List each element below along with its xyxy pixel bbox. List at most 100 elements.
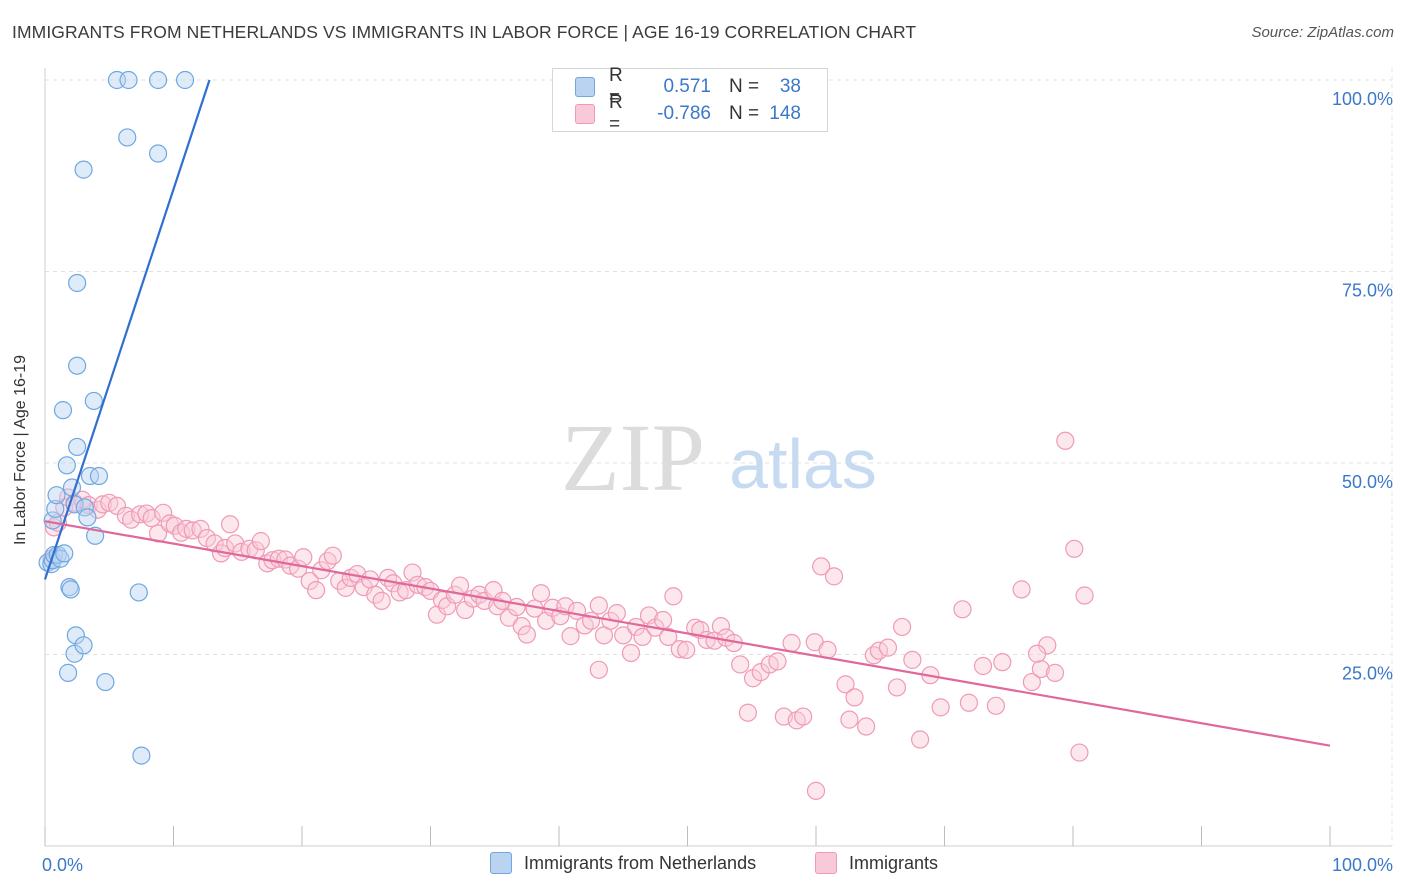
point-immigrants xyxy=(836,675,855,694)
legend-n-value: 148 xyxy=(769,103,801,124)
series-legend-immigrants: Immigrants xyxy=(815,852,938,874)
point-netherlands xyxy=(89,466,109,486)
watermark-atlas: atlas xyxy=(729,425,877,503)
source-credit: Source: ZipAtlas.com xyxy=(1251,24,1394,41)
point-netherlands xyxy=(68,437,87,457)
point-immigrants xyxy=(142,509,161,528)
series-swatch-netherlands xyxy=(490,852,512,874)
point-immigrants xyxy=(910,730,930,749)
point-immigrants xyxy=(507,597,526,617)
point-immigrants xyxy=(372,591,391,610)
point-netherlands xyxy=(84,391,103,411)
point-immigrants xyxy=(1065,539,1084,558)
legend-r-label: R = xyxy=(609,65,623,108)
point-immigrants xyxy=(931,698,950,717)
point-immigrants xyxy=(130,505,150,524)
point-immigrants xyxy=(1031,659,1050,679)
point-immigrants xyxy=(659,627,678,646)
point-immigrants xyxy=(621,643,641,663)
point-immigrants xyxy=(959,693,979,712)
point-immigrants xyxy=(768,652,787,671)
point-immigrants xyxy=(878,638,898,657)
point-netherlands xyxy=(53,401,73,420)
legend-row-netherlands: R = 0.571 N = 38 xyxy=(575,65,801,108)
point-immigrants xyxy=(840,710,859,729)
point-netherlands xyxy=(68,273,87,293)
point-netherlands xyxy=(175,70,195,90)
point-immigrants xyxy=(1012,580,1031,599)
point-immigrants xyxy=(575,616,594,635)
legend-n-label: N = xyxy=(729,76,760,97)
point-netherlands xyxy=(148,70,168,90)
legend-r-label: R = xyxy=(609,92,623,135)
point-immigrants xyxy=(782,633,801,653)
point-immigrants xyxy=(1045,663,1065,682)
point-immigrants xyxy=(664,587,683,606)
point-immigrants xyxy=(294,548,313,567)
point-immigrants xyxy=(633,627,652,646)
point-immigrants xyxy=(561,627,580,646)
gridlines xyxy=(45,79,1392,655)
trend-line-immigrants xyxy=(44,520,1331,747)
point-immigrants xyxy=(589,660,608,679)
point-immigrants xyxy=(93,495,112,514)
chart-title: IMMIGRANTS FROM NETHERLANDS VS IMMIGRANT… xyxy=(12,22,917,42)
point-netherlands xyxy=(66,626,85,645)
point-netherlands xyxy=(59,663,78,682)
data-points xyxy=(38,70,1094,800)
point-immigrants xyxy=(183,521,202,540)
point-netherlands xyxy=(47,486,66,505)
point-immigrants xyxy=(220,515,240,534)
point-netherlands xyxy=(57,456,76,475)
point-immigrants xyxy=(589,596,608,615)
point-immigrants xyxy=(450,576,470,595)
point-immigrants xyxy=(121,510,141,529)
point-immigrants xyxy=(857,717,876,736)
y-tick-label: 100.0% xyxy=(1332,89,1393,109)
point-immigrants xyxy=(191,519,210,538)
point-immigrants xyxy=(165,516,184,535)
point-immigrants xyxy=(806,781,826,800)
y-tick-label: 25.0% xyxy=(1342,664,1393,684)
point-netherlands xyxy=(43,511,62,530)
point-immigrants xyxy=(1027,644,1047,663)
y-tick-label: 75.0% xyxy=(1342,281,1393,301)
point-immigrants xyxy=(653,610,673,630)
legend-n-label: N = xyxy=(729,103,760,124)
trend-lines xyxy=(43,79,1331,747)
legend-swatch-immigrants xyxy=(575,104,595,124)
point-immigrants xyxy=(738,703,757,722)
tick-labels: 25.0% 50.0% 75.0% 100.0% 0.0% 100.0% xyxy=(42,89,1393,875)
watermark-zip: ZIP xyxy=(561,404,705,511)
point-netherlands xyxy=(148,144,168,163)
point-immigrants xyxy=(953,600,972,619)
point-immigrants xyxy=(531,584,551,603)
point-netherlands xyxy=(119,70,138,90)
point-netherlands xyxy=(61,580,80,599)
point-immigrants xyxy=(517,625,536,644)
point-netherlands xyxy=(118,128,137,147)
point-immigrants xyxy=(812,557,831,576)
legend-r-value: -0.786 xyxy=(657,103,711,124)
point-immigrants xyxy=(107,496,127,515)
point-immigrants xyxy=(731,655,750,674)
point-immigrants xyxy=(711,617,731,636)
point-netherlands xyxy=(132,746,151,765)
point-immigrants xyxy=(1070,743,1089,762)
point-immigrants xyxy=(892,617,912,637)
point-immigrants xyxy=(1056,431,1075,450)
trend-line-netherlands xyxy=(43,79,211,580)
point-immigrants xyxy=(824,567,844,586)
point-netherlands xyxy=(46,499,65,519)
point-immigrants xyxy=(1075,586,1094,605)
point-immigrants xyxy=(903,650,922,669)
point-netherlands xyxy=(74,160,93,179)
legend-n-value: 38 xyxy=(779,76,801,97)
y-tick-label: 50.0% xyxy=(1342,472,1393,492)
point-immigrants xyxy=(177,519,196,538)
legend-row-immigrants: R = -0.786 N = 148 xyxy=(575,92,801,135)
point-immigrants xyxy=(307,581,326,600)
legend-r-value: 0.571 xyxy=(663,76,711,97)
point-immigrants xyxy=(670,640,689,659)
